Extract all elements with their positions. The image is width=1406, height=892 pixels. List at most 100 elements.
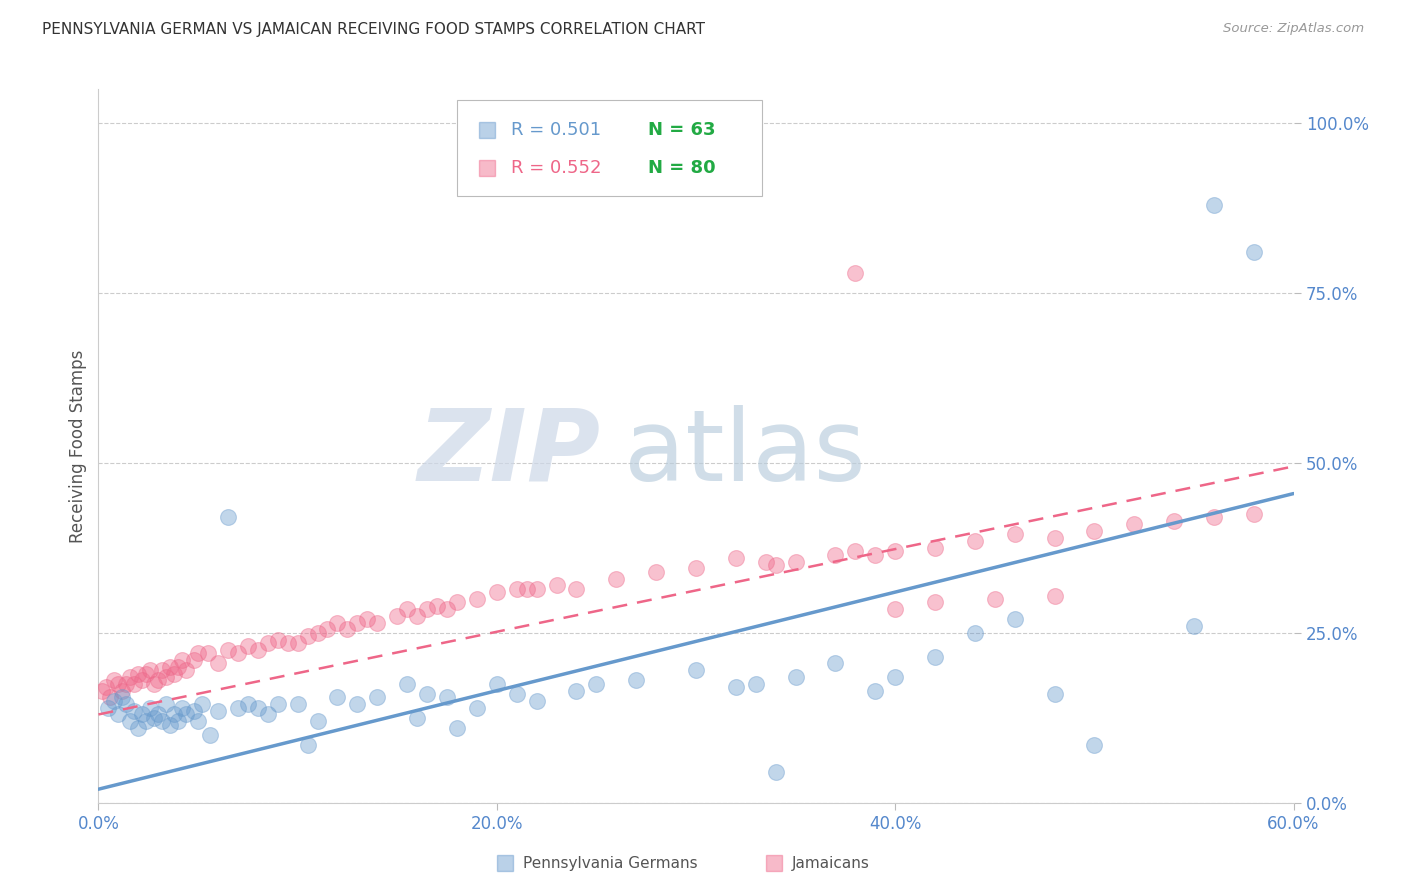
Point [485, 585, 508, 599]
Point [135, 666, 157, 681]
Point [785, 670, 807, 684]
Point [246, 700, 269, 714]
Point [884, 602, 907, 616]
Point [1202, 510, 1225, 524]
Point [385, 608, 409, 623]
Point [91, 683, 114, 698]
Point [183, 653, 205, 667]
Point [267, 698, 290, 712]
Point [963, 534, 986, 549]
Point [1083, 524, 1105, 538]
Point [187, 646, 209, 660]
Point [356, 612, 378, 626]
Point [863, 683, 886, 698]
Point [924, 649, 946, 664]
Point [824, 548, 846, 562]
Point [115, 677, 138, 691]
Point [207, 657, 229, 671]
Y-axis label: Receiving Food Stamps: Receiving Food Stamps [69, 350, 87, 542]
Point [1163, 514, 1185, 528]
Point [506, 687, 529, 701]
Text: N = 63: N = 63 [648, 121, 716, 139]
Point [1243, 245, 1265, 260]
Point [107, 677, 129, 691]
Point [307, 714, 329, 729]
Point [446, 721, 468, 735]
Point [963, 626, 986, 640]
Point [167, 660, 190, 674]
Point [163, 707, 186, 722]
Point [396, 602, 419, 616]
Point [115, 698, 138, 712]
Point [526, 582, 548, 596]
Point [366, 690, 388, 705]
Point [159, 717, 181, 731]
Point [785, 555, 807, 569]
Point [516, 582, 538, 596]
Point [366, 615, 388, 630]
Point [745, 677, 768, 691]
Point [685, 561, 707, 575]
Text: atlas: atlas [624, 405, 866, 501]
Point [98, 690, 122, 705]
Point [139, 700, 162, 714]
Point [546, 578, 568, 592]
Point [103, 694, 125, 708]
Point [155, 698, 177, 712]
Point [148, 707, 170, 722]
Point [1123, 517, 1146, 532]
Point [1004, 612, 1026, 626]
Text: Source: ZipAtlas.com: Source: ZipAtlas.com [1223, 22, 1364, 36]
Point [485, 677, 508, 691]
Point [426, 599, 449, 613]
Point [163, 666, 186, 681]
Point [506, 582, 529, 596]
Point [120, 670, 142, 684]
Point [187, 714, 209, 729]
Point [131, 707, 153, 722]
Point [148, 673, 170, 688]
Point [436, 602, 458, 616]
Point [297, 629, 319, 643]
Point [645, 565, 668, 579]
Point [755, 555, 778, 569]
Point [406, 711, 429, 725]
Point [416, 687, 439, 701]
Text: R = 0.552: R = 0.552 [510, 159, 602, 177]
Point [150, 714, 173, 729]
Point [406, 608, 429, 623]
Point [111, 690, 134, 705]
Point [127, 721, 149, 735]
Point [287, 698, 309, 712]
Point [197, 646, 219, 660]
Point [416, 602, 439, 616]
Point [336, 623, 359, 637]
Point [111, 683, 134, 698]
Point [396, 677, 419, 691]
Point [207, 704, 229, 718]
Text: ZIP: ZIP [418, 405, 600, 501]
Text: Pennsylvania Germans: Pennsylvania Germans [523, 856, 697, 871]
Text: N = 80: N = 80 [648, 159, 716, 177]
Point [1043, 531, 1066, 545]
Point [436, 690, 458, 705]
Point [139, 663, 162, 677]
Point [1243, 507, 1265, 521]
Point [983, 591, 1005, 606]
Point [724, 680, 747, 694]
Point [585, 677, 607, 691]
Point [824, 657, 846, 671]
Point [256, 636, 278, 650]
Point [465, 700, 488, 714]
Point [1043, 687, 1066, 701]
Point [863, 548, 886, 562]
Point [844, 266, 866, 280]
Point [167, 714, 190, 729]
Point [446, 595, 468, 609]
Point [844, 544, 866, 558]
Point [120, 714, 142, 729]
Point [217, 643, 239, 657]
Point [174, 663, 197, 677]
Point [1202, 198, 1225, 212]
Point [605, 572, 627, 586]
